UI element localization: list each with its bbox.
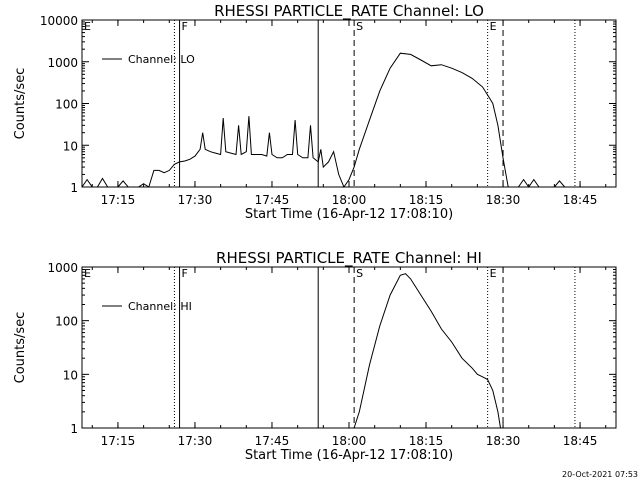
event-marker-label: E xyxy=(490,267,497,280)
y-axis-label: Counts/sec xyxy=(13,68,28,140)
x-tick-label: 18:00 xyxy=(332,193,367,207)
x-tick-label: 17:30 xyxy=(178,193,213,207)
timestamp-label: 20-Oct-2021 07:53 xyxy=(562,470,638,479)
event-marker-label: E xyxy=(490,20,497,33)
y-axis-label: Counts/sec xyxy=(13,312,28,384)
x-tick-label: 18:15 xyxy=(409,434,444,448)
x-axis-label: Start Time (16-Apr-12 17:08:10) xyxy=(245,448,453,463)
event-marker-label: E xyxy=(84,267,91,280)
x-tick-label: 17:15 xyxy=(101,434,136,448)
y-tick-label: 10 xyxy=(63,139,78,153)
x-tick-label: 17:45 xyxy=(255,193,290,207)
y-tick-label: 1 xyxy=(70,181,78,195)
x-tick-label: 18:30 xyxy=(486,434,521,448)
chart-title: RHESSI PARTICLE_RATE Channel: HI xyxy=(216,249,482,268)
y-tick-label: 1 xyxy=(70,422,78,436)
x-tick-label: 18:00 xyxy=(332,434,367,448)
y-tick-label: 100 xyxy=(55,315,78,329)
x-tick-label: 17:45 xyxy=(255,434,290,448)
event-marker-label: S xyxy=(356,20,363,33)
x-tick-label: 17:15 xyxy=(101,193,136,207)
chart-title: RHESSI PARTICLE_RATE Channel: LO xyxy=(214,2,484,21)
x-axis-label: Start Time (16-Apr-12 17:08:10) xyxy=(245,207,453,222)
y-tick-label: 1000 xyxy=(47,56,78,70)
event-marker-label: F xyxy=(182,267,188,280)
event-marker-label: F xyxy=(182,20,188,33)
plot-frame xyxy=(81,19,617,188)
series-line xyxy=(353,273,501,429)
x-tick-label: 17:30 xyxy=(178,434,213,448)
x-tick-label: 18:30 xyxy=(486,193,521,207)
legend-label: Channel: HI xyxy=(128,300,192,313)
y-tick-label: 1000 xyxy=(47,261,78,275)
series-line xyxy=(81,52,566,189)
x-tick-label: 18:45 xyxy=(563,434,598,448)
x-tick-label: 18:45 xyxy=(563,193,598,207)
y-tick-label: 10 xyxy=(63,368,78,382)
legend-label: Channel: LO xyxy=(128,53,195,66)
y-tick-label: 100 xyxy=(55,98,78,112)
event-marker-label: S xyxy=(356,267,363,280)
plot-frame xyxy=(81,266,617,429)
y-tick-label: 10000 xyxy=(40,14,78,28)
x-tick-label: 18:15 xyxy=(409,193,444,207)
event-marker-label: E xyxy=(84,20,91,33)
